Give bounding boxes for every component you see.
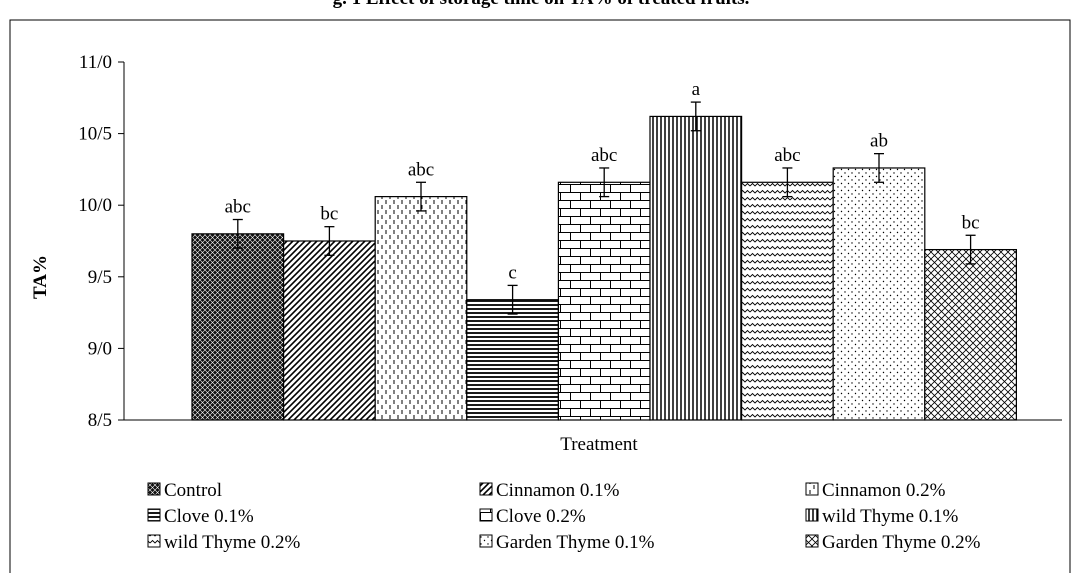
significance-letter: bc bbox=[320, 204, 338, 225]
significance-letter: ab bbox=[870, 131, 888, 152]
legend-swatch bbox=[805, 534, 819, 548]
significance-letter: abc bbox=[591, 145, 617, 166]
y-tick-label: 11/0 bbox=[79, 52, 112, 73]
significance-letter: a bbox=[692, 79, 701, 100]
legend-entry: Clove 0.1% bbox=[164, 506, 254, 527]
bar bbox=[832, 167, 926, 421]
bar bbox=[374, 196, 468, 421]
legend: Control Cinnamon 0.1% Cinnamon 0.2% Clove 0… bbox=[147, 480, 981, 553]
bar bbox=[649, 115, 743, 421]
caption-mask bbox=[200, 0, 880, 17]
significance-letter: abc bbox=[408, 159, 434, 180]
y-tick-label: 9/0 bbox=[88, 338, 112, 359]
legend-swatch bbox=[479, 534, 493, 548]
y-tick-label: 9/5 bbox=[88, 267, 112, 288]
significance-letter: abc bbox=[225, 197, 251, 218]
y-tick-label: 10/0 bbox=[78, 195, 112, 216]
y-tick-label: 10/5 bbox=[78, 124, 112, 145]
legend-swatch bbox=[147, 482, 161, 496]
bars-group: abc bc abc c abc a abc ab bc bbox=[191, 79, 1017, 421]
legend-entry: Clove 0.2% bbox=[496, 506, 586, 527]
legend-entry: wild Thyme 0.2% bbox=[164, 532, 301, 553]
x-axis-title: Treatment bbox=[560, 434, 638, 455]
bar bbox=[557, 181, 651, 421]
legend-swatch bbox=[479, 482, 493, 496]
legend-swatch bbox=[147, 534, 161, 548]
y-axis: 8/5 9/0 9/5 10/0 10/5 11/0 bbox=[78, 52, 125, 431]
legend-swatch bbox=[805, 482, 819, 496]
legend-entry: Cinnamon 0.2% bbox=[822, 480, 946, 501]
significance-letter: abc bbox=[774, 145, 800, 166]
legend-swatch bbox=[147, 508, 161, 522]
bar bbox=[740, 181, 834, 421]
bar bbox=[924, 248, 1017, 421]
significance-letter: c bbox=[508, 262, 516, 283]
significance-letter: bc bbox=[962, 212, 980, 233]
legend-entry: wild Thyme 0.1% bbox=[822, 506, 959, 527]
bar bbox=[283, 240, 376, 421]
legend-entry: Garden Thyme 0.1% bbox=[496, 532, 655, 553]
y-tick-label: 8/5 bbox=[88, 410, 112, 431]
plot-area-frame bbox=[9, 19, 1071, 573]
legend-entry: Garden Thyme 0.2% bbox=[822, 532, 981, 553]
figure-caption-fragment: g. 1 Effect of storage time on TA% of tr… bbox=[333, 0, 750, 9]
legend-entry: Control bbox=[164, 480, 222, 501]
bar bbox=[191, 233, 285, 421]
legend-entry: Cinnamon 0.1% bbox=[496, 480, 620, 501]
legend-swatch bbox=[479, 508, 493, 522]
legend-swatch bbox=[805, 508, 819, 522]
bar bbox=[466, 299, 559, 421]
y-axis-title: TA% bbox=[30, 255, 51, 299]
